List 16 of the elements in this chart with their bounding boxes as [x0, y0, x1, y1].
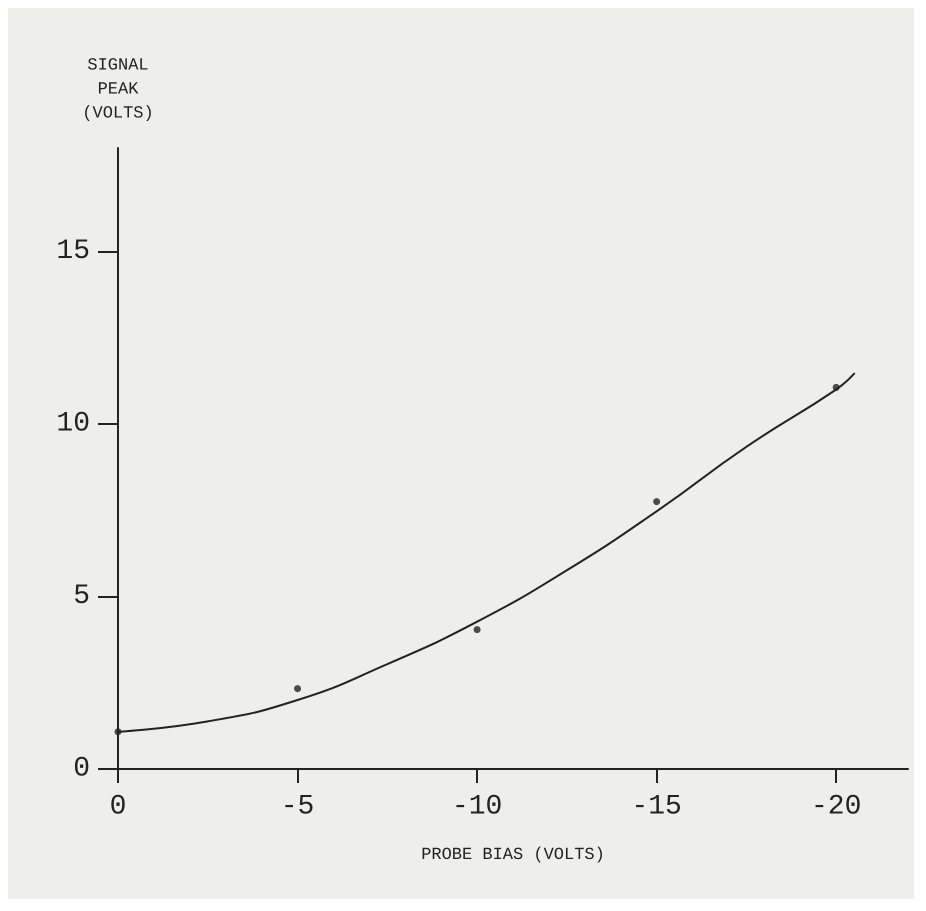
- point: [474, 626, 481, 634]
- y-tick-label: 15: [56, 236, 90, 267]
- x-tick-label: -5: [280, 792, 314, 822]
- y-axis-title: SIGNAL PEAK (VOLTS): [82, 56, 154, 124]
- x-tick-label: -15: [631, 792, 682, 822]
- point: [114, 728, 122, 736]
- y-tick-label: 10: [56, 408, 90, 440]
- x-tick-label: -10: [452, 792, 502, 822]
- x-tick-label: 0: [110, 792, 126, 822]
- point: [653, 498, 660, 506]
- y-tick-label: 5: [73, 581, 90, 612]
- point: [832, 384, 840, 391]
- point: [294, 685, 302, 692]
- y-tick-label: 0: [73, 754, 90, 784]
- x-tick-label: -20: [810, 792, 862, 822]
- x-axis-title: PROBE BIAS (VOLTS): [421, 846, 605, 865]
